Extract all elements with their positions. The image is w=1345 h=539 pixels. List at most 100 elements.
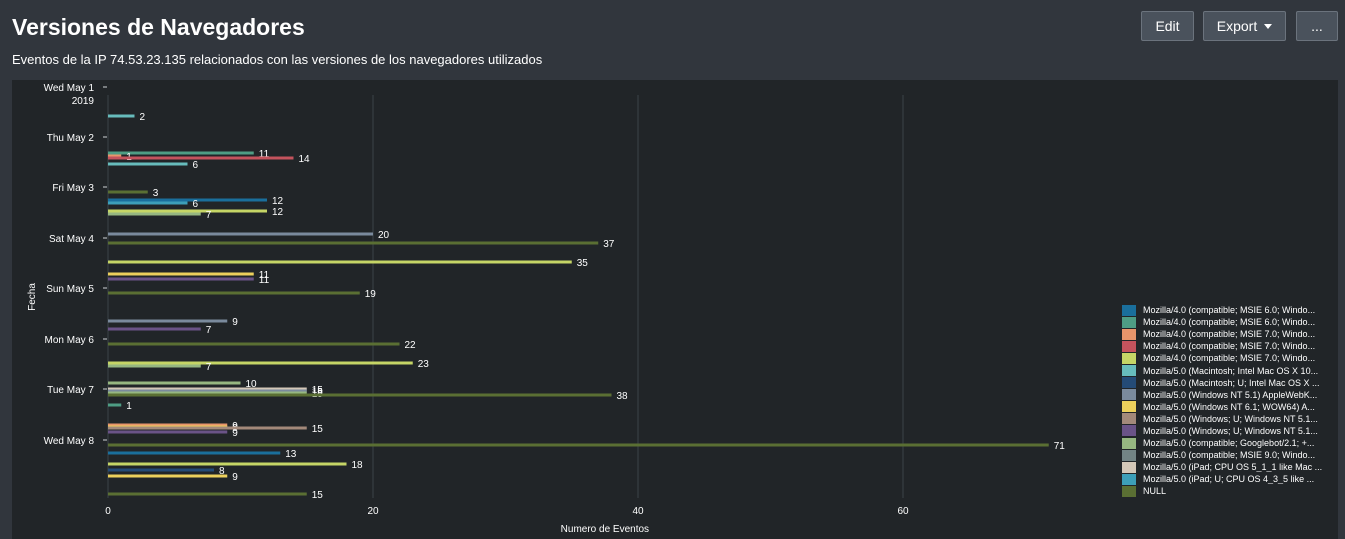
legend-swatch	[1122, 340, 1136, 352]
legend-swatch	[1122, 316, 1136, 328]
bar-value-label: 9	[232, 428, 238, 439]
legend-label: Mozilla/4.0 (compatible; MSIE 7.0; Windo…	[1143, 329, 1316, 340]
bar	[108, 474, 228, 478]
legend-item[interactable]: Mozilla/5.0 (Windows NT 5.1) AppleWebK..…	[1122, 389, 1336, 401]
export-button[interactable]: Export	[1203, 11, 1286, 41]
legend-swatch	[1122, 413, 1136, 425]
bar-value-label: 18	[352, 460, 364, 471]
x-tick-label: 20	[367, 506, 379, 517]
bar-value-label: 19	[365, 289, 377, 300]
bar	[108, 114, 135, 118]
bar-value-label: 9	[232, 317, 238, 328]
bar-value-label: 23	[418, 359, 430, 370]
legend-item[interactable]: Mozilla/5.0 (Windows; U; Windows NT 5.1.…	[1122, 413, 1336, 425]
page-subtitle: Eventos de la IP 74.53.23.135 relacionad…	[12, 52, 543, 67]
legend-swatch	[1122, 473, 1136, 485]
bar-value-label: 20	[378, 230, 390, 241]
category-label: 2019	[72, 96, 95, 107]
bar	[108, 426, 307, 430]
legend-item[interactable]: Mozilla/5.0 (Windows NT 6.1; WOW64) A...	[1122, 401, 1336, 413]
bar	[108, 393, 612, 397]
bar	[108, 443, 1049, 447]
legend-label: Mozilla/4.0 (compatible; MSIE 6.0; Windo…	[1143, 305, 1316, 316]
bar	[108, 232, 373, 236]
bar	[108, 403, 122, 407]
chart-legend: Mozilla/4.0 (compatible; MSIE 6.0; Windo…	[1122, 304, 1336, 498]
bar	[108, 462, 347, 466]
bar-value-label: 35	[577, 258, 589, 269]
bar-value-label: 7	[206, 362, 212, 373]
bar-value-label: 13	[285, 449, 297, 460]
bar	[108, 151, 254, 155]
bar	[108, 209, 267, 213]
more-options-label: ...	[1311, 18, 1323, 34]
legend-item[interactable]: Mozilla/4.0 (compatible; MSIE 6.0; Windo…	[1122, 304, 1336, 316]
bar	[108, 468, 214, 472]
legend-item[interactable]: Mozilla/4.0 (compatible; MSIE 7.0; Windo…	[1122, 352, 1336, 364]
bar	[108, 272, 254, 276]
bar	[108, 319, 228, 323]
bar-value-label: 8	[219, 466, 225, 477]
legend-label: Mozilla/5.0 (iPad; U; CPU OS 4_3_5 like …	[1143, 474, 1315, 485]
category-label: Sat May 4	[49, 234, 94, 245]
bar	[108, 342, 400, 346]
x-tick-label: 40	[632, 506, 644, 517]
bar-value-label: 22	[405, 340, 417, 351]
legend-item[interactable]: Mozilla/4.0 (compatible; MSIE 7.0; Windo…	[1122, 340, 1336, 352]
legend-swatch	[1122, 304, 1136, 316]
bar-value-label: 3	[153, 188, 159, 199]
bar-value-label: 15	[312, 424, 324, 435]
bar	[108, 387, 307, 391]
bar-value-label: 15	[312, 385, 324, 396]
legend-swatch	[1122, 365, 1136, 377]
bar	[108, 451, 281, 455]
bar	[108, 364, 201, 368]
chart-panel: Wed May 1 2019 Thu May 2 Fri May 3 Sat May 4…	[12, 80, 1338, 539]
bar-value-label: 12	[272, 207, 284, 218]
legend-label: Mozilla/5.0 (Macintosh; Intel Mac OS X 1…	[1143, 365, 1319, 376]
bar	[108, 291, 360, 295]
bar	[108, 260, 572, 264]
edit-button[interactable]: Edit	[1141, 11, 1194, 41]
legend-item[interactable]: Mozilla/5.0 (compatible; MSIE 9.0; Windo…	[1122, 449, 1336, 461]
category-label: Wed May 8	[44, 436, 95, 447]
bar-value-label: 71	[1054, 441, 1066, 452]
x-tick-label: 0	[105, 506, 111, 517]
legend-label: Mozilla/5.0 (Windows NT 6.1; WOW64) A...	[1143, 401, 1315, 412]
edit-button-label: Edit	[1155, 18, 1180, 34]
legend-swatch	[1122, 328, 1136, 340]
category-label: Wed May 1	[44, 83, 95, 94]
category-label: Sun May 5	[46, 284, 94, 295]
bar-value-label: 10	[246, 379, 258, 390]
bar	[108, 198, 267, 202]
legend-swatch	[1122, 437, 1136, 449]
legend-item[interactable]: NULL	[1122, 485, 1336, 497]
bar	[108, 156, 294, 160]
legend-label: Mozilla/5.0 (Windows; U; Windows NT 5.1.…	[1143, 413, 1318, 424]
legend-item[interactable]: Mozilla/4.0 (compatible; MSIE 7.0; Windo…	[1122, 328, 1336, 340]
legend-item[interactable]: Mozilla/5.0 (Windows; U; Windows NT 5.1.…	[1122, 425, 1336, 437]
legend-item[interactable]: Mozilla/5.0 (Macintosh; U; Intel Mac OS …	[1122, 377, 1336, 389]
bar-value-label: 11	[259, 275, 270, 286]
bar-value-label: 1	[126, 401, 132, 412]
bar	[108, 241, 599, 245]
bar-value-label: 15	[312, 387, 324, 398]
bar-value-label: 11	[259, 149, 270, 160]
legend-item[interactable]: Mozilla/5.0 (iPad; U; CPU OS 4_3_5 like …	[1122, 473, 1336, 485]
bar	[108, 423, 228, 427]
legend-label: Mozilla/5.0 (compatible; MSIE 9.0; Windo…	[1143, 450, 1316, 461]
bar-value-label: 9	[232, 472, 238, 483]
legend-item[interactable]: Mozilla/5.0 (compatible; Googlebot/2.1; …	[1122, 437, 1336, 449]
legend-label: Mozilla/4.0 (compatible; MSIE 7.0; Windo…	[1143, 353, 1316, 364]
more-options-button[interactable]: ...	[1296, 11, 1338, 41]
legend-swatch	[1122, 485, 1136, 497]
legend-item[interactable]: Mozilla/4.0 (compatible; MSIE 6.0; Windo…	[1122, 316, 1336, 328]
legend-label: Mozilla/4.0 (compatible; MSIE 7.0; Windo…	[1143, 341, 1316, 352]
legend-label: Mozilla/4.0 (compatible; MSIE 6.0; Windo…	[1143, 317, 1316, 328]
bar-value-label: 38	[617, 391, 629, 402]
caret-down-icon	[1264, 23, 1273, 29]
legend-item[interactable]: Mozilla/5.0 (iPad; CPU OS 5_1_1 like Mac…	[1122, 461, 1336, 473]
legend-item[interactable]: Mozilla/5.0 (Macintosh; Intel Mac OS X 1…	[1122, 364, 1336, 377]
bar-value-label: 7	[206, 210, 212, 221]
bar-value-label: 2	[140, 112, 146, 123]
